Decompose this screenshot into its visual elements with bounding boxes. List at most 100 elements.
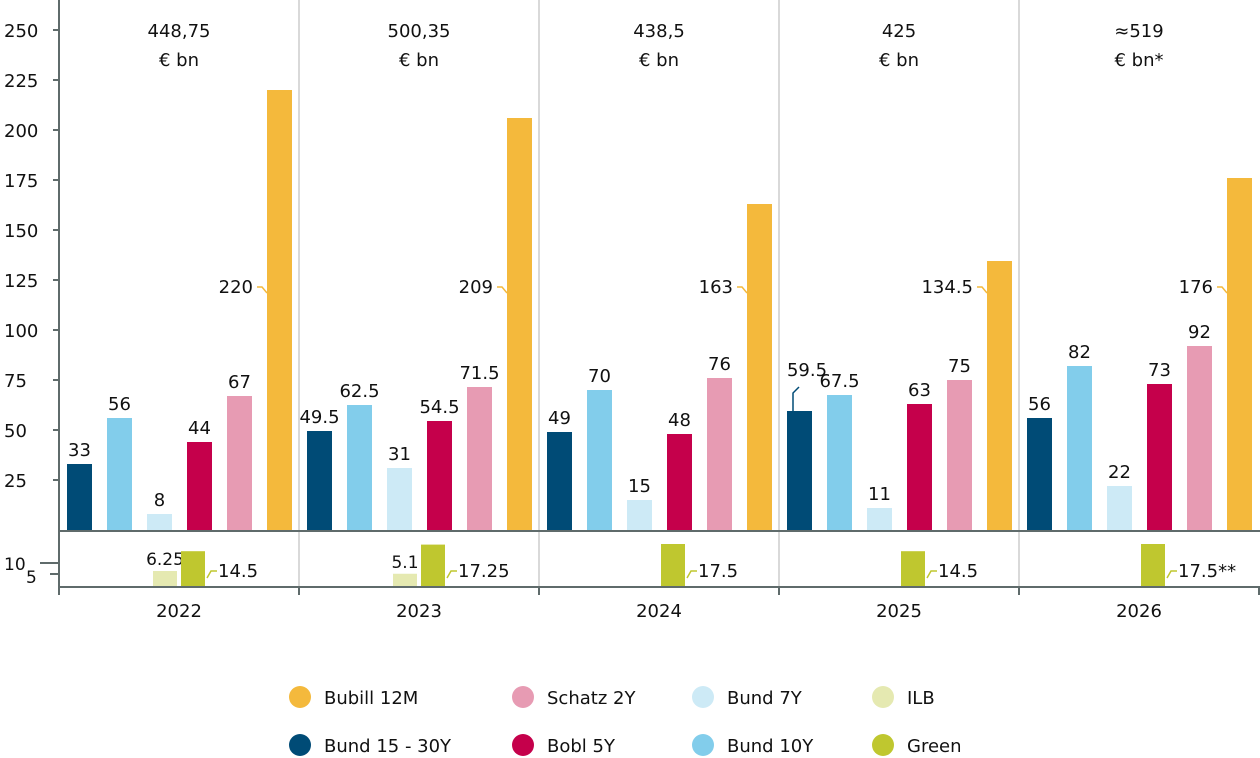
bar-bund-10y [347,405,372,530]
legend-swatch [872,734,894,756]
legend-label: Bund 15 - 30Y [324,736,452,757]
data-label: 49.5 [299,407,339,428]
y-tick-label: 25 [4,471,27,492]
legend-label: Green [907,736,962,757]
x-tick-label: 2023 [396,601,442,622]
bar-bubill-12m [747,204,772,530]
total-unit: € bn [879,50,919,71]
data-label: 8 [154,490,165,511]
data-label: 22 [1108,462,1131,483]
data-label: 54.5 [419,397,459,418]
bar-ilb [393,573,417,586]
leader-line [737,286,748,294]
data-label: 44 [188,418,211,439]
bar-bobl-5y [427,421,452,530]
legend-swatch [289,734,311,756]
y-tick-label: 100 [4,321,38,342]
legend-label: Schatz 2Y [547,688,636,709]
bar-schatz-2y [467,387,492,530]
data-label: 67.5 [819,371,859,392]
leader-line [206,570,217,579]
bar-bubill-12m [987,261,1012,530]
data-label: 5.1 [391,553,418,573]
bar-bund-15-30y [67,464,92,530]
data-label: 209 [459,277,493,298]
data-label: 56 [1028,394,1051,415]
data-label: 63 [908,380,931,401]
bar-schatz-2y [947,380,972,530]
data-label: 33 [68,440,91,461]
x-tick-label: 2024 [636,601,682,622]
leader-line [792,386,800,411]
data-label: 62.5 [339,381,379,402]
bar-schatz-2y [1187,346,1212,530]
bar-bubill-12m [507,118,532,530]
bar-bobl-5y [667,434,692,530]
bar-bund-10y [107,418,132,530]
data-label: 17.5 [698,561,738,582]
bar-green [421,544,445,586]
bar-bund-15-30y [1027,418,1052,530]
bar-ilb [153,571,177,586]
bar-green [901,551,925,586]
leader-line [1217,286,1228,294]
x-tick-label: 2025 [876,601,922,622]
total-unit: € bn [399,50,439,71]
total-unit: € bn [159,50,199,71]
data-label: 11 [868,484,891,505]
bar-bund-15-30y [547,432,572,530]
bar-bobl-5y [1147,384,1172,530]
data-label: 70 [588,366,611,387]
legend-swatch [512,686,534,708]
total-unit: € bn [639,50,679,71]
y-tick-label: 75 [4,371,27,392]
legend-swatch [692,686,714,708]
data-label: 59.5 [787,360,827,381]
legend-swatch [872,686,894,708]
total-label: 438,5 [633,21,685,42]
total-label: 448,75 [148,21,211,42]
y-tick-label: 175 [4,171,38,192]
bar-bund-10y [827,395,852,530]
legend-label: Bund 10Y [727,736,814,757]
bar-bobl-5y [187,442,212,530]
legend-swatch [289,686,311,708]
bar-bund-15-30y [787,411,812,530]
leader-line [977,286,988,294]
bar-schatz-2y [227,396,252,530]
data-label: 14.5 [938,561,978,582]
leader-line [686,570,697,579]
data-label: 76 [708,354,731,375]
data-label: 82 [1068,342,1091,363]
data-label: 67 [228,372,251,393]
bar-bubill-12m [267,90,292,530]
data-label: 48 [668,410,691,431]
legend-label: Bund 7Y [727,688,803,709]
bar-green [1141,544,1165,586]
y-tick-label: 125 [4,271,38,292]
data-label: 134.5 [921,277,973,298]
total-label: ≈519 [1114,21,1163,42]
total-unit: € bn* [1114,50,1163,71]
data-label: 49 [548,408,571,429]
y-tick-label: 200 [4,121,38,142]
x-tick-label: 2022 [156,601,202,622]
y-tick-label: 225 [4,71,38,92]
y-tick-label: 50 [4,421,27,442]
data-label: 163 [699,277,733,298]
bar-bund-15-30y [307,431,332,530]
leader-line [257,286,268,294]
data-label: 17.5** [1178,561,1236,582]
legend-label: Bubill 12M [324,688,418,709]
bar-bubill-12m [1227,178,1252,530]
y-tick-label: 5 [26,568,37,588]
legend-swatch [692,734,714,756]
legend-swatch [512,734,534,756]
data-label: 17.25 [458,561,510,582]
data-label: 73 [1148,360,1171,381]
bar-bund-7y [1107,486,1132,530]
bar-bund-7y [627,500,652,530]
leader-line [926,570,937,579]
data-label: 15 [628,476,651,497]
